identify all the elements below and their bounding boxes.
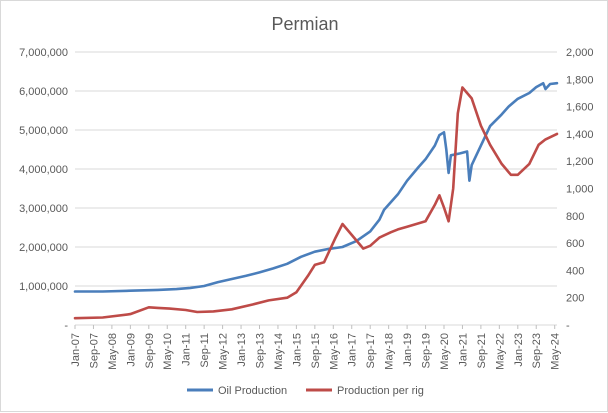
series-lines <box>73 81 559 320</box>
x-tick-label: May-10 <box>162 333 174 370</box>
y-right-tick-label: 1,800 <box>566 74 594 86</box>
y-left-tick-label: 7,000,000 <box>19 47 68 59</box>
series-line-production-per-rig <box>73 86 559 320</box>
y-right-tick-label: 200 <box>566 293 584 305</box>
x-tick-label: May-22 <box>494 333 506 370</box>
x-tick-label: May-12 <box>218 333 230 370</box>
legend-label-oil-production: Oil Production <box>218 385 287 397</box>
series-line-oil-production <box>73 81 559 293</box>
y-right-tick-label: 1,400 <box>566 129 594 141</box>
legend: Oil Production Production per rig <box>187 385 424 397</box>
y-right-tick-label: 1,000 <box>566 184 594 196</box>
y-left-tick-label: 5,000,000 <box>19 125 68 137</box>
x-tick-label: Jan-23 <box>513 333 525 367</box>
x-tick-label: Jan-19 <box>402 333 414 367</box>
x-tick-label: Sep-23 <box>531 333 543 368</box>
y-right-tick-label: 1,200 <box>566 156 594 168</box>
y-right-tick-label: 800 <box>566 211 584 223</box>
x-tick-label: May-18 <box>384 333 396 370</box>
legend-label-production-per-rig: Production per rig <box>337 385 424 397</box>
axes: - 1,000,000 2,000,000 3,000,000 4,000,000 5,0… <box>19 47 593 370</box>
x-tick-label: Sep-19 <box>421 333 433 368</box>
x-tick-label: Jan-07 <box>70 333 82 367</box>
x-tick-label: Sep-13 <box>254 333 266 368</box>
x-tick-label: May-24 <box>550 333 562 370</box>
x-tick-label: Jan-21 <box>457 333 469 367</box>
y-right-tick-label: 600 <box>566 238 584 250</box>
x-tick-label: May-14 <box>273 333 285 370</box>
y-left-tick-label: 4,000,000 <box>19 164 68 176</box>
y-left-tick-label: 3,000,000 <box>19 203 68 215</box>
y-left-tick-label: 2,000,000 <box>19 242 68 254</box>
x-tick-label: Sep-11 <box>199 333 211 368</box>
y-left-tick-label: 6,000,000 <box>19 86 68 98</box>
x-tick-label: Jan-11 <box>181 333 193 366</box>
x-tick-label: Jan-09 <box>125 333 137 367</box>
x-tick-label: May-16 <box>328 333 340 370</box>
y-left-tick-label: - <box>64 320 68 332</box>
y-right-tick-label: 400 <box>566 265 584 277</box>
x-tick-label: Sep-17 <box>365 333 377 368</box>
y-right-tick-label: - <box>566 320 570 332</box>
y-right-tick-label: 1,600 <box>566 102 594 114</box>
x-tick-label: May-20 <box>439 333 451 370</box>
x-tick-label: Sep-07 <box>88 333 100 368</box>
gridlines <box>75 51 557 287</box>
x-tick-label: Jan-15 <box>291 333 303 367</box>
x-tick-label: Jan-17 <box>347 333 359 367</box>
chart-title: Permian <box>271 14 338 34</box>
y-left-tick-label: 1,000,000 <box>19 281 68 293</box>
x-tick-label: Sep-15 <box>310 333 322 368</box>
x-tick-label: Sep-09 <box>144 333 156 368</box>
x-tick-label: May-08 <box>107 333 119 370</box>
x-tick-label: Sep-21 <box>476 333 488 368</box>
x-tick-label: Jan-13 <box>236 333 248 367</box>
y-right-tick-label: 2,000 <box>566 47 594 59</box>
